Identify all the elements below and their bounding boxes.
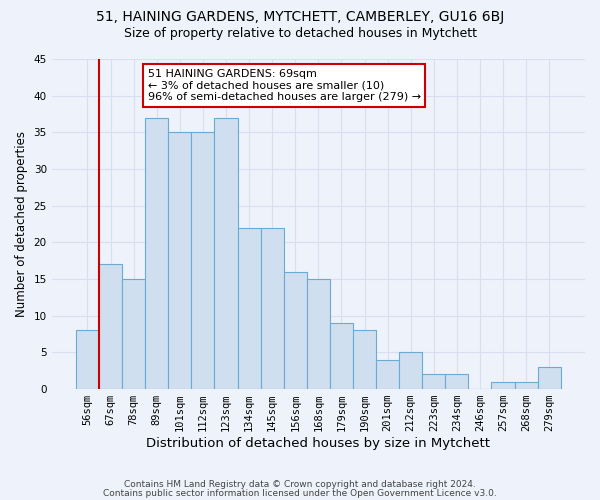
Bar — [99, 264, 122, 389]
Bar — [122, 279, 145, 389]
Bar — [353, 330, 376, 389]
Bar — [422, 374, 445, 389]
Bar — [538, 367, 561, 389]
Text: 51 HAINING GARDENS: 69sqm
← 3% of detached houses are smaller (10)
96% of semi-d: 51 HAINING GARDENS: 69sqm ← 3% of detach… — [148, 69, 421, 102]
Bar — [214, 118, 238, 389]
Text: 51, HAINING GARDENS, MYTCHETT, CAMBERLEY, GU16 6BJ: 51, HAINING GARDENS, MYTCHETT, CAMBERLEY… — [96, 10, 504, 24]
Bar — [260, 228, 284, 389]
Bar — [330, 323, 353, 389]
Bar — [191, 132, 214, 389]
Bar — [145, 118, 168, 389]
Text: Contains public sector information licensed under the Open Government Licence v3: Contains public sector information licen… — [103, 488, 497, 498]
Bar — [515, 382, 538, 389]
Bar — [399, 352, 422, 389]
Bar — [445, 374, 469, 389]
Bar — [491, 382, 515, 389]
Bar — [76, 330, 99, 389]
Y-axis label: Number of detached properties: Number of detached properties — [15, 131, 28, 317]
Text: Size of property relative to detached houses in Mytchett: Size of property relative to detached ho… — [124, 28, 476, 40]
Bar — [376, 360, 399, 389]
Bar — [168, 132, 191, 389]
X-axis label: Distribution of detached houses by size in Mytchett: Distribution of detached houses by size … — [146, 437, 490, 450]
Text: Contains HM Land Registry data © Crown copyright and database right 2024.: Contains HM Land Registry data © Crown c… — [124, 480, 476, 489]
Bar — [238, 228, 260, 389]
Bar — [307, 279, 330, 389]
Bar — [284, 272, 307, 389]
